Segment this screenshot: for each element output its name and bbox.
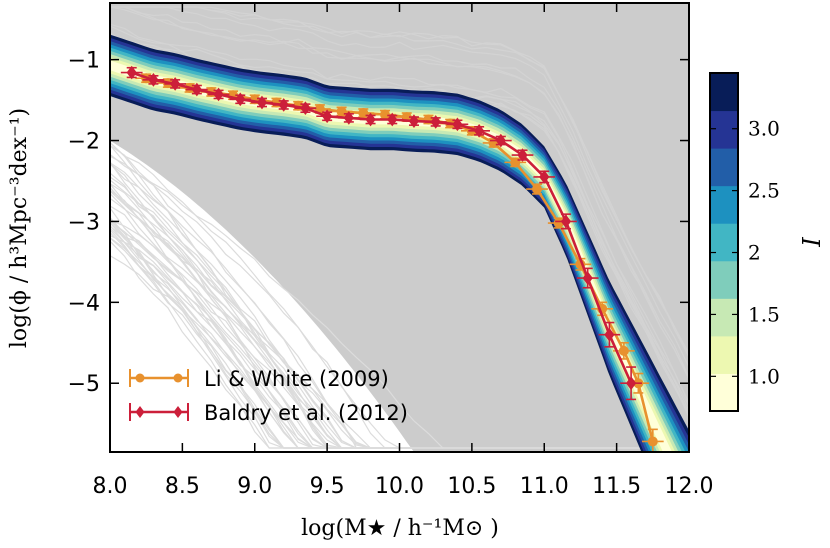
observation-series	[120, 65, 664, 452]
data-point	[532, 184, 543, 195]
data-point	[343, 111, 354, 125]
colorbar-segment-1	[710, 335, 738, 374]
data-point	[170, 77, 181, 91]
colorbar-segment-0	[710, 373, 738, 412]
data-point	[560, 214, 572, 229]
data-point	[495, 133, 506, 148]
data-point	[625, 376, 637, 391]
legend: Li & White (2009) Baldry et al. (2012)	[129, 367, 408, 425]
colorbar-segment-3	[710, 260, 738, 299]
data-point	[539, 170, 550, 184]
data-point	[452, 117, 463, 132]
colorbar-tick-label: 2	[748, 241, 761, 265]
data-point	[365, 112, 376, 127]
legend-marker	[173, 373, 183, 383]
x-tick-label: 10.0	[375, 474, 424, 499]
data-point	[517, 148, 528, 162]
colorbar-segment-2	[710, 298, 738, 337]
model-line	[110, 6, 689, 368]
model-line	[110, 6, 689, 378]
colorbar-segment-4	[710, 223, 738, 262]
colorbar-segment-7	[710, 110, 738, 149]
legend-item-li-white-2009: Li & White (2009)	[129, 367, 389, 391]
data-point	[582, 271, 593, 285]
colorbar-tick-label: 3.0	[748, 117, 780, 141]
colorbar-segment-8	[710, 73, 738, 112]
colorbar: 1.0 1.5 2 2.5 3.0 I	[709, 72, 826, 412]
colorbar-tick-label: 1.5	[748, 302, 780, 326]
data-point	[553, 218, 564, 229]
y-tick-label: −5	[68, 372, 100, 397]
x-tick-label: 10.5	[447, 474, 496, 499]
colorbar-tick-label: 2.5	[748, 179, 780, 203]
y-axis-label: log(ϕ / h³Mpc⁻³dex⁻¹)	[7, 108, 32, 348]
y-tick-label: −1	[68, 49, 100, 74]
data-point	[618, 345, 629, 356]
data-point	[235, 92, 246, 107]
legend-marker	[173, 406, 183, 418]
data-point	[256, 95, 268, 110]
legend-item-baldry-2012: Baldry et al. (2012)	[129, 401, 408, 425]
y-tick-label: −3	[68, 210, 100, 235]
x-axis: 8.0 8.5 9.0 9.5 10.0 10.5 11.0 11.5 12.0	[93, 3, 714, 499]
data-point	[408, 114, 420, 128]
y-tick-label: −2	[68, 130, 100, 155]
series-li-white-2009	[135, 73, 664, 452]
colorbar-segment-6	[710, 148, 738, 187]
x-tick-label: 8.0	[93, 474, 128, 499]
data-point	[322, 109, 333, 124]
x-tick-label: 9.0	[237, 474, 272, 499]
data-point	[473, 123, 485, 138]
colorbar-frame	[709, 72, 739, 412]
data-point	[278, 98, 289, 112]
legend-label: Li & White (2009)	[204, 367, 389, 391]
model-line	[110, 6, 689, 379]
x-tick-label: 12.0	[665, 474, 714, 499]
legend-label: Baldry et al. (2012)	[204, 401, 408, 425]
colorbar-title: I	[798, 237, 826, 248]
x-axis-label: log(M★ / h⁻¹M⊙ )	[301, 516, 499, 541]
data-point	[604, 327, 615, 342]
data-point	[380, 109, 391, 120]
data-point	[387, 112, 398, 127]
data-point	[647, 436, 658, 447]
data-point	[213, 87, 224, 102]
model-line	[110, 25, 689, 406]
series-baldry-2012	[120, 65, 642, 401]
colorbar-tick-label: 1.0	[748, 364, 780, 388]
x-tick-label: 11.5	[592, 474, 641, 499]
legend-marker	[135, 373, 145, 383]
data-point	[430, 115, 441, 129]
x-tick-label: 8.5	[165, 474, 200, 499]
data-point	[191, 82, 202, 97]
y-axis: −1 −2 −3 −4 −5	[68, 49, 689, 397]
y-tick-label: −4	[68, 291, 100, 316]
model-line	[110, 23, 689, 403]
model-line	[110, 6, 689, 358]
colorbar-segment-5	[710, 185, 738, 224]
x-tick-label: 9.5	[310, 474, 345, 499]
x-tick-label: 11.0	[520, 474, 569, 499]
data-point	[148, 73, 159, 87]
data-point	[126, 65, 137, 80]
legend-marker	[135, 406, 145, 418]
data-point	[300, 101, 311, 116]
